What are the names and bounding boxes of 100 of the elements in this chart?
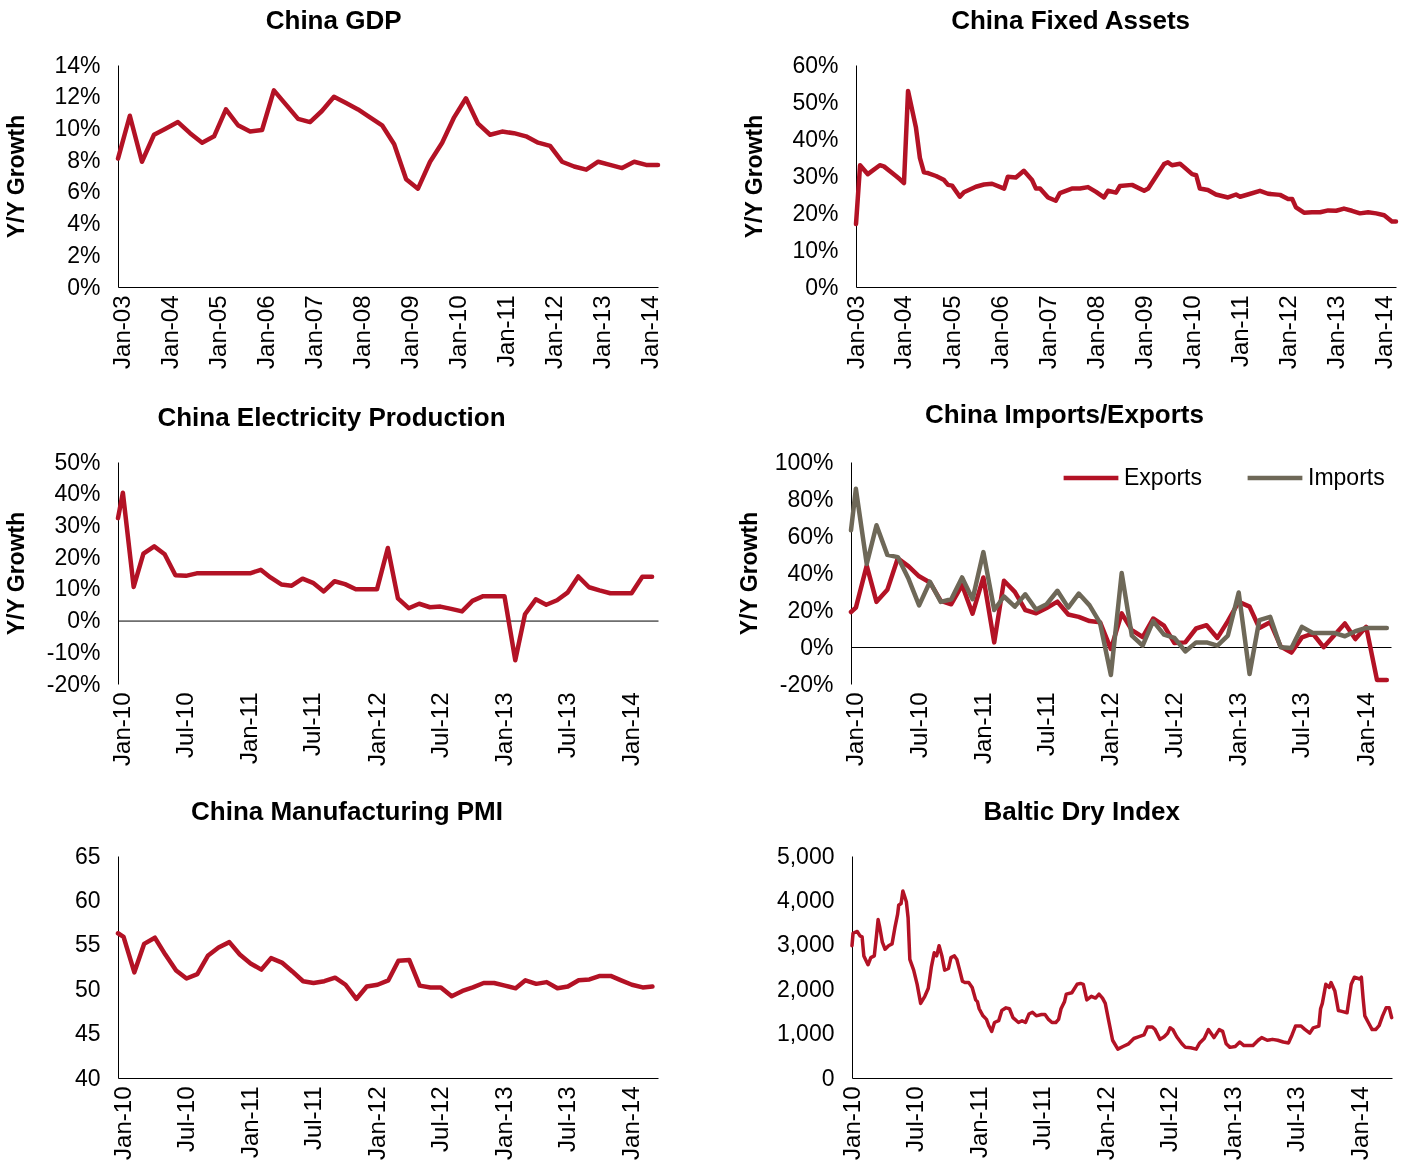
x-tick-label: Jan-11 bbox=[491, 295, 519, 368]
y-axis-title: Y/Y Growth bbox=[740, 114, 767, 239]
x-tick-label: Jul-10 bbox=[172, 1086, 200, 1152]
x-tick-label: Jan-05 bbox=[203, 295, 231, 369]
x-tick-label: Jul-13 bbox=[552, 692, 580, 758]
y-tick-label: 10% bbox=[792, 236, 839, 263]
legend-label: Exports bbox=[1124, 464, 1202, 490]
y-tick-label: 60% bbox=[792, 51, 839, 78]
y-tick-label: 6% bbox=[67, 178, 101, 205]
x-tick-label: Jul-12 bbox=[425, 692, 453, 758]
y-tick-label: 60% bbox=[787, 522, 834, 549]
y-tick-label: 0% bbox=[67, 273, 101, 300]
y-tick-label: 60 bbox=[74, 886, 101, 913]
x-tick-label: Jan-13 bbox=[489, 692, 517, 766]
line-series bbox=[853, 88, 1399, 227]
y-tick-label: -20% bbox=[779, 670, 834, 697]
x-tick-label: Jan-07 bbox=[1033, 295, 1061, 369]
chart-title: China Fixed Assets bbox=[951, 5, 1191, 35]
x-tick-label: Jan-04 bbox=[889, 295, 917, 369]
y-tick-label: 80% bbox=[787, 485, 834, 512]
x-tick-label: Jan-14 bbox=[617, 692, 645, 766]
y-tick-label: 45 bbox=[74, 1020, 101, 1047]
y-tick-label: 2,000 bbox=[776, 975, 835, 1002]
x-tick-label: Jan-14 bbox=[1351, 692, 1379, 766]
chart-title: China GDP bbox=[265, 5, 402, 35]
x-tick-label: Jul-13 bbox=[1287, 692, 1315, 758]
x-tick-label: Jan-12 bbox=[539, 295, 567, 369]
y-tick-label: 20% bbox=[787, 596, 834, 623]
chart-title: Baltic Dry Index bbox=[983, 796, 1181, 826]
y-tick-label: 0% bbox=[67, 607, 101, 634]
x-tick-label: Jul-12 bbox=[1159, 692, 1187, 758]
x-tick-label: Jan-12 bbox=[1096, 692, 1124, 766]
x-tick-label: Jul-12 bbox=[426, 1086, 454, 1152]
y-tick-label: 50% bbox=[54, 448, 101, 475]
y-tick-label: 4,000 bbox=[776, 886, 835, 913]
y-tick-label: 12% bbox=[54, 83, 101, 110]
y-tick-label: 8% bbox=[67, 146, 101, 173]
line-series bbox=[850, 889, 1394, 1051]
x-tick-label: Jan-07 bbox=[299, 295, 327, 369]
x-tick-label: Jan-14 bbox=[1346, 1086, 1374, 1160]
y-tick-label: 40% bbox=[54, 480, 101, 507]
x-tick-label: Jan-11 bbox=[236, 1086, 264, 1159]
x-tick-label: Jan-13 bbox=[1224, 692, 1252, 766]
x-tick-label: Jul-12 bbox=[1155, 1086, 1183, 1152]
x-tick-label: Jan-11 bbox=[968, 692, 996, 765]
x-tick-label: Jan-10 bbox=[108, 692, 136, 766]
x-tick-label: Jan-14 bbox=[1369, 295, 1397, 369]
chart-title: China Electricity Production bbox=[157, 402, 506, 432]
x-tick-label: Jan-13 bbox=[490, 1086, 518, 1160]
legend-label: Imports bbox=[1308, 464, 1385, 490]
y-tick-label: 40% bbox=[792, 125, 839, 152]
y-tick-label: 0% bbox=[800, 633, 834, 660]
x-tick-label: Jan-09 bbox=[395, 295, 423, 369]
x-tick-label: Jul-10 bbox=[900, 1086, 928, 1152]
line-series bbox=[115, 88, 661, 191]
y-tick-label: 20% bbox=[54, 543, 101, 570]
x-tick-label: Jan-11 bbox=[964, 1086, 992, 1159]
y-tick-label: 55 bbox=[74, 931, 101, 958]
x-tick-label: Jan-10 bbox=[109, 1086, 137, 1160]
x-tick-label: Jan-09 bbox=[1129, 295, 1157, 369]
y-tick-label: 3,000 bbox=[776, 931, 835, 958]
x-tick-label: Jan-12 bbox=[1273, 295, 1301, 369]
x-tick-label: Jul-11 bbox=[299, 1086, 327, 1151]
x-tick-label: Jul-13 bbox=[553, 1086, 581, 1152]
x-tick-label: Jul-13 bbox=[1282, 1086, 1310, 1152]
y-tick-label: 5,000 bbox=[776, 842, 835, 869]
y-tick-label: 1,000 bbox=[776, 1020, 835, 1047]
chart-title: China Manufacturing PMI bbox=[191, 796, 503, 826]
y-tick-label: 65 bbox=[74, 842, 101, 869]
y-tick-label: 2% bbox=[67, 241, 101, 268]
x-tick-label: Jul-10 bbox=[904, 692, 932, 758]
chart-title: China Imports/Exports bbox=[925, 399, 1204, 429]
x-tick-label: Jan-08 bbox=[347, 295, 375, 369]
x-tick-label: Jan-13 bbox=[1321, 295, 1349, 369]
x-tick-label: Jan-10 bbox=[443, 295, 471, 369]
x-tick-label: Jul-11 bbox=[1027, 1086, 1055, 1151]
x-tick-label: Jan-04 bbox=[155, 295, 183, 369]
y-tick-label: -20% bbox=[46, 670, 101, 697]
x-tick-label: Jan-13 bbox=[587, 295, 615, 369]
x-tick-label: Jan-06 bbox=[985, 295, 1013, 369]
x-tick-label: Jan-13 bbox=[1219, 1086, 1247, 1160]
x-tick-label: Jan-12 bbox=[363, 1086, 391, 1160]
x-tick-label: Jan-05 bbox=[937, 295, 965, 369]
line-series bbox=[115, 931, 655, 1002]
x-tick-label: Jan-10 bbox=[837, 1086, 865, 1160]
y-tick-label: -10% bbox=[46, 638, 101, 665]
x-tick-label: Jan-08 bbox=[1081, 295, 1109, 369]
x-tick-label: Jan-10 bbox=[1177, 295, 1205, 369]
y-tick-label: 40 bbox=[74, 1064, 101, 1091]
y-axis-title: Y/Y Growth bbox=[2, 114, 29, 239]
y-tick-label: 100% bbox=[774, 448, 834, 475]
x-tick-label: Jan-14 bbox=[635, 295, 663, 369]
x-tick-label: Jan-03 bbox=[107, 295, 135, 369]
y-tick-label: 50 bbox=[74, 975, 101, 1002]
y-tick-label: 20% bbox=[792, 199, 839, 226]
y-tick-label: 0 bbox=[821, 1064, 835, 1091]
y-axis-title: Y/Y Growth bbox=[2, 511, 29, 636]
x-tick-label: Jan-06 bbox=[251, 295, 279, 369]
y-tick-label: 10% bbox=[54, 575, 101, 602]
y-tick-label: 4% bbox=[67, 210, 101, 237]
